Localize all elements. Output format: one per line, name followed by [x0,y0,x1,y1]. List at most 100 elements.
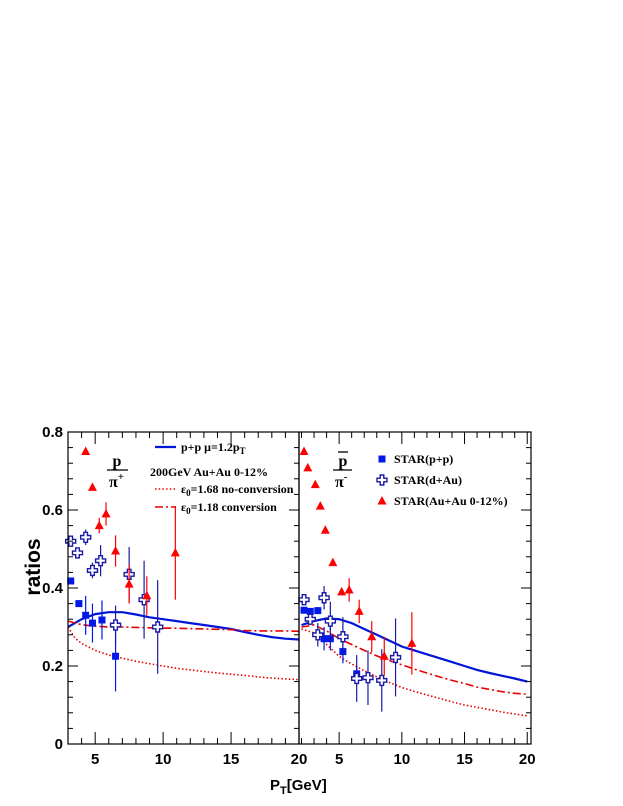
point-star_auau [101,508,111,518]
data-points-layer [65,446,417,712]
point-star_auau [407,638,417,647]
legend-label: 200GeV Au+Au 0-12% [150,465,268,479]
point-star_dau [324,615,337,627]
curve-pp-1 [301,617,528,683]
tick-marks [67,431,531,745]
point-star_auau [320,525,330,534]
legend-text-pp: p+p μ=1.2pT [181,440,246,456]
legend-symbol: ε [181,482,186,496]
legend-subscript: 0 [186,488,191,498]
curves-layer [68,611,528,717]
ratio-left-numerator: p [113,453,122,470]
legend: p+p μ=1.2pT 200GeV Au+Au 0-12% ε0=1.68 no-… [150,440,508,516]
legend-text-star_dau: STAR(d+Au) [394,473,462,487]
legend-text-note: 200GeV Au+Au 0-12% [150,465,268,479]
point-star_auau [367,631,377,641]
y-tick-label: 0.6 [42,502,63,519]
legend-subscript: T [240,446,246,456]
point-star_dau [109,619,122,631]
point-star_auau [299,446,309,455]
point-star_dau [362,672,374,684]
tick-labels: 5 10 15 20 5 10 15 20 0 0.2 0.4 0.6 0.8 [42,424,535,768]
x-tick-label: 20 [519,751,536,768]
ratio-left-den-sup: + [118,471,124,483]
legend-text-conv: ε0=1.18 conversion [181,500,277,516]
point-star_auau [310,479,320,489]
panel-0-points [65,446,180,692]
point-star_pp [88,619,96,627]
point-star_dau [312,629,324,641]
x-tick-label: 10 [393,751,410,768]
point-star_auau [170,547,180,557]
point-star_dau [337,631,349,643]
point-star_auau [94,520,104,530]
point-star_auau [111,545,121,555]
legend-subscript: 0 [186,506,191,516]
point-star_pp [82,611,90,619]
legend-marker-star_pp [378,455,386,463]
point-star_pp [314,607,322,615]
panel-0-curves [68,611,299,681]
y-tick-label: 0 [55,736,63,753]
curve-conv-1 [301,624,528,695]
point-star_dau [350,672,363,685]
curve-noconv-1 [301,628,528,717]
point-star_pp [320,635,328,643]
point-star_dau [376,674,388,687]
point-star_pp [67,577,75,585]
y-tick-label: 0.2 [42,658,63,675]
x-tick-label: 20 [291,751,308,768]
legend-symbol: ε [181,500,186,514]
point-star_pp [112,652,120,660]
point-star_auau [81,446,91,455]
curve-pp-0 [68,611,299,641]
point-star_pp [75,600,83,608]
legend-marker-star_auau [377,496,387,505]
panel-1-curves [301,617,528,717]
y-tick-label: 0.4 [42,580,64,597]
point-star_dau [389,651,402,664]
legend-label: =1.18 conversion [191,500,277,514]
point-star_pp [98,616,106,624]
x-tick-label: 5 [91,751,99,768]
point-star_dau [304,613,316,625]
ratio-left-den-symbol: π [109,474,118,491]
x-tick-label: 15 [456,751,473,768]
legend-label: =1.68 no-conversion [191,482,294,496]
x-axis-title: PT[GeV] [270,777,327,797]
ratio-right-denominator: π- [335,471,348,491]
point-star_auau [344,584,354,594]
ratio-right-numerator: p [339,453,348,470]
y-axis-title: ratios [22,538,45,595]
point-star_dau [151,621,164,633]
y-tick-label: 0.8 [42,424,63,441]
x-tick-label: 5 [335,751,343,768]
x-axis-title-main: P [270,777,280,794]
point-star_dau [79,531,92,543]
point-star_dau [71,547,84,559]
legend-text-star_auau: STAR(Au+Au 0-12%) [394,494,508,508]
point-star_auau [354,606,364,615]
legend-marker-star_dau [376,474,388,486]
legend-text-star_pp: STAR(p+p) [394,452,453,466]
point-star_auau [124,579,134,588]
point-star_dau [318,592,330,604]
x-axis-title-unit: [GeV] [287,777,327,794]
point-star_auau [379,651,389,660]
point-star_dau [298,594,310,606]
panel-1-points [298,446,417,712]
legend-label: p+p μ=1.2p [181,440,240,454]
ratio-left-denominator: π+ [109,471,124,491]
point-star_auau [337,586,347,596]
point-star_auau [142,590,152,600]
ratio-right-den-symbol: π [335,474,344,491]
point-star_dau [86,564,99,577]
ratio-right-den-sup: - [344,471,348,483]
point-star_auau [87,482,97,491]
x-tick-label: 10 [155,751,172,768]
point-star_pp [300,606,308,614]
point-star_dau [94,555,107,567]
x-axis-title-sub: T [280,785,287,797]
legend-text-noconv: ε0=1.68 no-conversion [181,482,294,498]
